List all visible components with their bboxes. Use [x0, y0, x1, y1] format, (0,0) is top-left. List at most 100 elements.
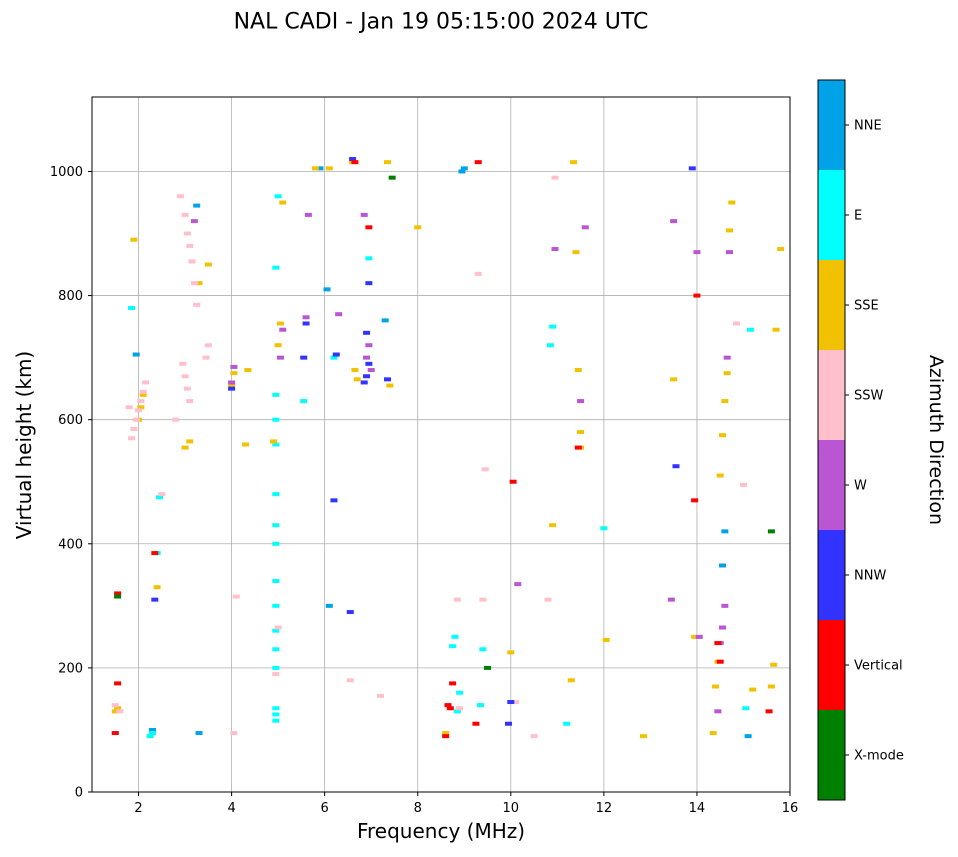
scatter-point [116, 709, 124, 714]
scatter-point [746, 327, 754, 332]
scatter-point [272, 265, 280, 270]
colorbar-border [817, 79, 846, 801]
scatter-point [691, 634, 699, 639]
scatter-point [114, 591, 122, 596]
scatter-point [351, 368, 359, 373]
scatter-point [111, 709, 119, 714]
scatter-point [274, 343, 282, 348]
scatter-point [186, 399, 194, 404]
scatter-point [148, 727, 156, 732]
scatter-point [304, 212, 312, 217]
scatter-point [456, 706, 464, 711]
y-tick-label: 800 [58, 289, 83, 304]
scatter-point [183, 231, 191, 236]
chart-title: NAL CADI - Jan 19 05:15:00 2024 UTC [233, 9, 649, 35]
scatter-point [272, 492, 280, 497]
scatter-point [721, 529, 729, 534]
scatter-point [272, 603, 280, 608]
x-tick-label: 2 [134, 801, 142, 816]
scatter-point [146, 734, 154, 739]
colorbar-segment [818, 710, 845, 800]
scatter-point [272, 541, 280, 546]
scatter-point [181, 445, 189, 450]
colorbar-segment [818, 80, 845, 170]
scatter-point [272, 417, 280, 422]
scatter-point [693, 250, 701, 255]
scatter-point [549, 523, 557, 528]
scatter-point [709, 731, 717, 736]
scatter-point [346, 610, 354, 615]
scatter-point [777, 247, 785, 252]
scatter-point [567, 678, 575, 683]
scatter-point [474, 271, 482, 276]
scatter-point [279, 327, 287, 332]
x-tick-label: 10 [503, 801, 520, 816]
scatter-point [330, 355, 338, 360]
scatter-point [477, 703, 485, 708]
scatter-point [365, 281, 373, 286]
scatter-point [132, 417, 140, 422]
scatter-point [377, 693, 385, 698]
colorbar-segment [818, 350, 845, 440]
scatter-point [272, 392, 280, 397]
scatter-point [114, 594, 122, 599]
scatter-point [269, 439, 277, 444]
scatter-point [139, 389, 147, 394]
scatter-point [130, 426, 138, 431]
scatter-point [181, 212, 189, 217]
scatter-point [311, 166, 319, 171]
scatter-point [442, 731, 450, 736]
scatter-point [726, 228, 734, 233]
scatter-point [744, 734, 752, 739]
scatter-point [276, 321, 284, 326]
scatter-point [386, 383, 394, 388]
y-tick-label: 200 [58, 661, 83, 676]
scatter-point [723, 371, 731, 376]
scatter-point [451, 634, 459, 639]
scatter-point [672, 464, 680, 469]
scatter-point [581, 225, 589, 230]
scatter-point [456, 690, 464, 695]
scatter-point [716, 659, 724, 664]
x-tick-label: 16 [782, 801, 799, 816]
scatter-point [767, 529, 775, 534]
scatter-point [721, 399, 729, 404]
scatter-point [274, 625, 282, 630]
scatter-point [323, 287, 331, 292]
scatter-point [153, 585, 161, 590]
scatter-point [158, 492, 166, 497]
scatter-point [363, 330, 371, 335]
scatter-point [484, 665, 492, 670]
scatter-point [460, 166, 468, 171]
scatter-point [728, 200, 736, 205]
scatter-point [148, 731, 156, 736]
scatter-point [190, 219, 198, 224]
scatter-point [742, 706, 750, 711]
colorbar-segment [818, 440, 845, 530]
x-tick-label: 8 [414, 801, 422, 816]
scatter-point [670, 377, 678, 382]
scatter-point [772, 327, 780, 332]
scatter-point [272, 706, 280, 711]
scatter-point [272, 672, 280, 677]
scatter-point [151, 597, 159, 602]
scatter-point [228, 386, 236, 391]
scatter-point [179, 361, 187, 366]
scatter-point [332, 352, 340, 357]
scatter-point [577, 399, 585, 404]
scatter-point [530, 734, 538, 739]
colorbar-tick-label: Vertical [854, 659, 903, 674]
scatter-point [114, 706, 122, 711]
scatter-point [279, 200, 287, 205]
x-tick-label: 14 [689, 801, 706, 816]
scatter-point [188, 259, 196, 264]
colorbar-tick-label: X-mode [854, 749, 904, 764]
scatter-point [723, 355, 731, 360]
scatter-point [551, 175, 559, 180]
scatter-point [335, 312, 343, 317]
scatter-point [353, 377, 361, 382]
scatter-point [204, 262, 212, 267]
scatter-point [691, 498, 699, 503]
scatter-point [274, 194, 282, 199]
